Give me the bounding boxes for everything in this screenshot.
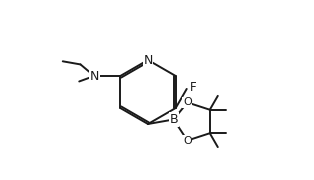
Text: N: N — [143, 53, 153, 66]
Text: N: N — [89, 69, 99, 82]
Text: F: F — [189, 81, 196, 94]
Text: O: O — [183, 97, 192, 107]
Text: O: O — [183, 136, 192, 145]
Text: B: B — [169, 113, 178, 126]
